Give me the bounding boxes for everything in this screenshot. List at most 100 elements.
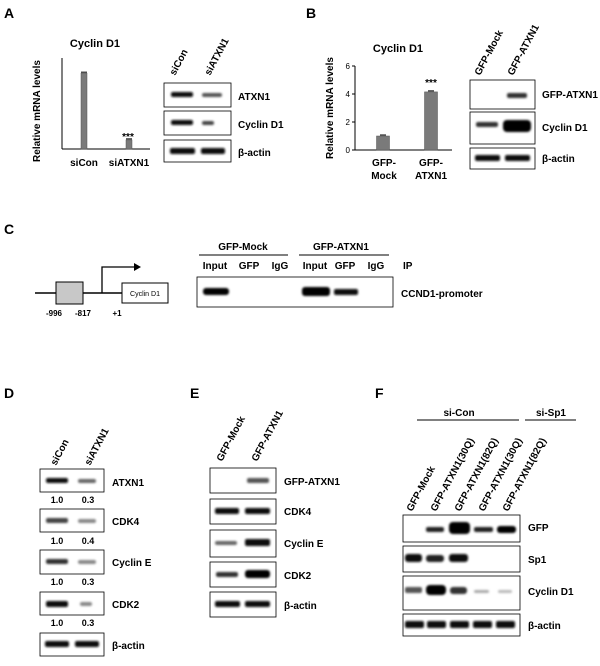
- chip-lane-1: Input: [203, 261, 228, 272]
- panel-label-e: E: [190, 385, 199, 401]
- chip-group-label-1: GFP-Mock: [218, 242, 268, 253]
- blot-d-label-4: CDK2: [112, 600, 140, 611]
- blot-f-beta-actin: [402, 613, 521, 637]
- chip-lane-3: IgG: [272, 261, 289, 272]
- position-label-3: +1: [112, 309, 122, 318]
- blot-f-cyclin-d1: [402, 575, 521, 611]
- chart-b-significance: ***: [425, 78, 437, 89]
- blot-f-sp1: [402, 545, 521, 573]
- chart-a-ylabel: Relative mRNA levels: [32, 60, 43, 162]
- blot-d-label-5: β-actin: [112, 641, 145, 652]
- blot-b-cyclin-d1: [469, 111, 536, 145]
- chart-a-plot: [61, 58, 150, 150]
- blot-a-label-2: Cyclin D1: [238, 120, 284, 131]
- blot-e-label-5: β-actin: [284, 601, 317, 612]
- blot-d-cdk2: [39, 591, 105, 616]
- position-label-2: -817: [75, 309, 92, 318]
- group-label-f-2: si-Sp1: [536, 408, 566, 419]
- lane-label-d-2: siATXN1: [83, 426, 112, 467]
- group-label-f-1: si-Con: [443, 408, 474, 419]
- blot-d-cdk4: [39, 508, 105, 533]
- position-label-1: -996: [46, 309, 63, 318]
- chip-lane-6: IgG: [368, 261, 385, 272]
- blot-e-cdk2: [209, 561, 277, 588]
- chart-b-bar-2: [424, 91, 438, 151]
- blot-e-cyclin-e: [209, 529, 277, 558]
- quant-d-4-1: 1.0: [51, 618, 64, 628]
- chart-b-bar-1: [376, 135, 390, 151]
- blot-b-label-2: Cyclin D1: [542, 123, 588, 134]
- chart-b-ytick-3: 4: [346, 90, 351, 99]
- chip-lane-2: GFP: [239, 261, 260, 272]
- blot-c-label: CCND1-promoter: [401, 289, 483, 300]
- blot-a-beta-actin: [163, 139, 232, 163]
- chart-a-xtick-1: siCon: [70, 158, 98, 169]
- promoter-diagram: [35, 263, 141, 305]
- blot-e-label-1: GFP-ATXN1: [284, 477, 340, 488]
- chart-b-xtick-1a: GFP-: [372, 158, 396, 169]
- quant-d-3-2: 0.3: [82, 577, 95, 587]
- blot-e-gfp-atxn1: [209, 467, 277, 494]
- blot-a-label-1: ATXN1: [238, 92, 270, 103]
- quant-d-1-2: 0.3: [82, 495, 95, 505]
- lane-label-d-1: siCon: [49, 438, 72, 468]
- blot-a-atxn1: [163, 82, 232, 108]
- chart-b-ylabel: Relative mRNA levels: [325, 57, 336, 159]
- panel-label-d: D: [4, 385, 14, 401]
- blot-f-gfp: [402, 514, 521, 543]
- panel-label-b: B: [306, 5, 316, 21]
- blot-e-label-4: CDK2: [284, 571, 312, 582]
- blot-c-ccnd1-promoter: [196, 276, 394, 308]
- quant-d-4-2: 0.3: [82, 618, 95, 628]
- chart-b-plot: [352, 65, 452, 151]
- blot-f-label-3: Cyclin D1: [528, 587, 574, 598]
- chart-b-ytick-1: 0: [346, 146, 351, 155]
- chip-group-label-2: GFP-ATXN1: [313, 242, 369, 253]
- gene-box: Cyclin D1: [121, 282, 169, 304]
- blot-d-cyclin-e: [39, 549, 105, 575]
- blot-f-label-4: β-actin: [528, 621, 561, 632]
- chart-a-bar-1: [80, 72, 88, 150]
- lane-label-b-2: GFP-ATXN1: [506, 22, 542, 77]
- blot-b-beta-actin: [469, 147, 536, 170]
- chart-a-bar-2: [125, 139, 133, 150]
- blot-d-label-2: CDK4: [112, 517, 140, 528]
- chart-a-xtick-2: siATXN1: [109, 158, 150, 169]
- blot-e-beta-actin: [209, 591, 277, 618]
- panel-label-f: F: [375, 385, 384, 401]
- lane-label-b-1: GFP-Mock: [473, 28, 506, 77]
- quant-d-2-1: 1.0: [51, 536, 64, 546]
- chart-a-significance: ***: [122, 132, 134, 143]
- chart-b-ytick-4: 6: [346, 62, 351, 71]
- blot-e-label-2: CDK4: [284, 507, 312, 518]
- quant-d-1-1: 1.0: [51, 495, 64, 505]
- chip-lane-5: GFP: [335, 261, 356, 272]
- panel-label-a: A: [4, 5, 14, 21]
- chip-ip-label: IP: [403, 261, 413, 272]
- chart-a-title: Cyclin D1: [70, 38, 120, 50]
- blot-e-cdk4: [209, 498, 277, 525]
- chart-b-xtick-2b: ATXN1: [415, 171, 447, 182]
- chart-b-xtick-1b: Mock: [371, 171, 397, 182]
- blot-f-label-2: Sp1: [528, 555, 547, 566]
- quant-d-2-2: 0.4: [82, 536, 95, 546]
- lane-label-a-2: siATXN1: [203, 36, 232, 77]
- blot-d-label-3: Cyclin E: [112, 558, 152, 569]
- blot-a-cyclin-d1: [163, 110, 232, 136]
- blot-d-label-1: ATXN1: [112, 478, 144, 489]
- chart-b-title: Cyclin D1: [373, 43, 423, 55]
- blot-b-gfp-atxn1: [469, 79, 536, 110]
- panel-label-c: C: [4, 221, 14, 237]
- blot-e-label-3: Cyclin E: [284, 539, 324, 550]
- chip-lane-4: Input: [303, 261, 328, 272]
- blot-a-label-3: β-actin: [238, 148, 271, 159]
- blot-d-beta-actin: [39, 632, 105, 657]
- lane-label-e-1: GFP-Mock: [215, 414, 248, 463]
- chart-b-xtick-2a: GFP-: [419, 158, 443, 169]
- lane-label-a-1: siCon: [168, 48, 191, 78]
- blot-f-label-1: GFP: [528, 523, 549, 534]
- chart-b-ytick-2: 2: [346, 118, 351, 127]
- blot-b-label-1: GFP-ATXN1: [542, 90, 598, 101]
- blot-b-label-3: β-actin: [542, 154, 575, 165]
